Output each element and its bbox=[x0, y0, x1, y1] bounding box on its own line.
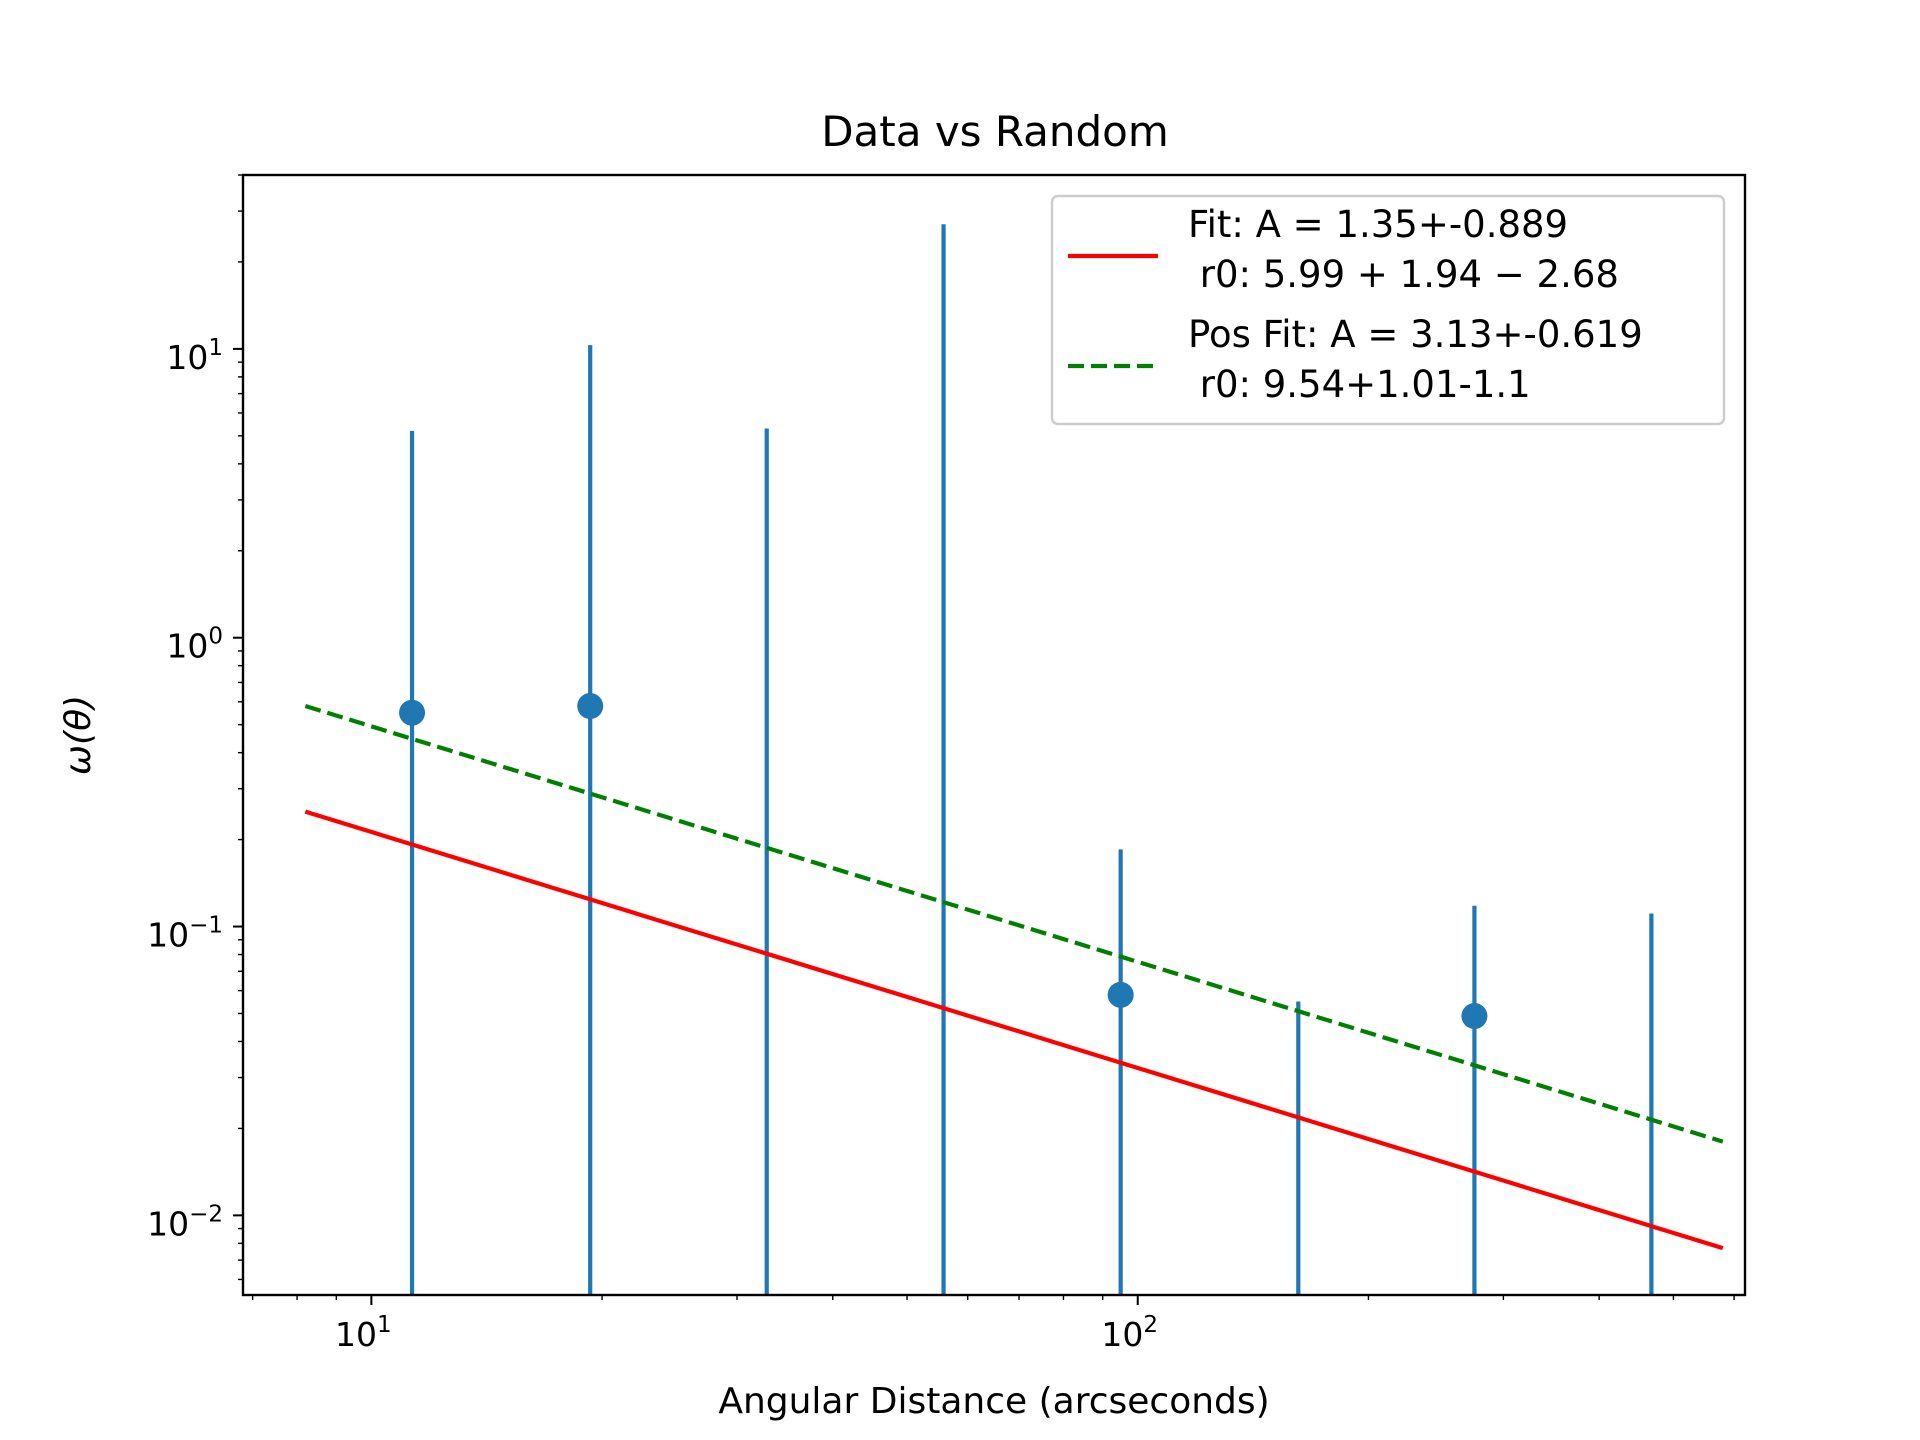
plot-frame bbox=[241, 173, 1747, 1297]
legend: Fit: A = 1.35+-0.889 r0: 5.99 + 1.94 − 2… bbox=[1050, 194, 1726, 426]
legend-box bbox=[1050, 194, 1726, 426]
fit-line bbox=[304, 809, 1724, 1251]
chart-title: Data vs Random bbox=[821, 107, 1169, 156]
y-axis-label: ω(θ) bbox=[58, 695, 99, 775]
legend-fit-detail: r0: 5.99 + 1.94 − 2.68 bbox=[1188, 253, 1619, 296]
y-tick-label: 101 bbox=[166, 335, 223, 377]
legend-pos-fit-label: Pos Fit: A = 3.13+-0.619 bbox=[1188, 313, 1643, 356]
data-point bbox=[577, 693, 604, 720]
x-tick-label: 101 bbox=[335, 1312, 392, 1354]
y-tick-label: 10−1 bbox=[147, 913, 223, 955]
pos-fit-line bbox=[304, 704, 1724, 1144]
data-point bbox=[1107, 981, 1134, 1008]
x-tick-label: 102 bbox=[1101, 1312, 1158, 1354]
x-axis: 101 102 bbox=[251, 1295, 1735, 1354]
legend-fit-label: Fit: A = 1.35+-0.889 bbox=[1188, 203, 1568, 246]
data-point bbox=[1461, 1003, 1488, 1030]
legend-pos-fit-detail: r0: 9.54+1.01-1.1 bbox=[1188, 363, 1531, 406]
data-point bbox=[399, 699, 426, 726]
y-tick-label: 10−2 bbox=[147, 1201, 223, 1243]
plot-area bbox=[304, 224, 1724, 1295]
y-axis: 101 100 10−1 10−2 bbox=[147, 174, 243, 1281]
x-axis-label: Angular Distance (arcseconds) bbox=[718, 1381, 1269, 1422]
y-tick-label: 100 bbox=[166, 624, 223, 666]
